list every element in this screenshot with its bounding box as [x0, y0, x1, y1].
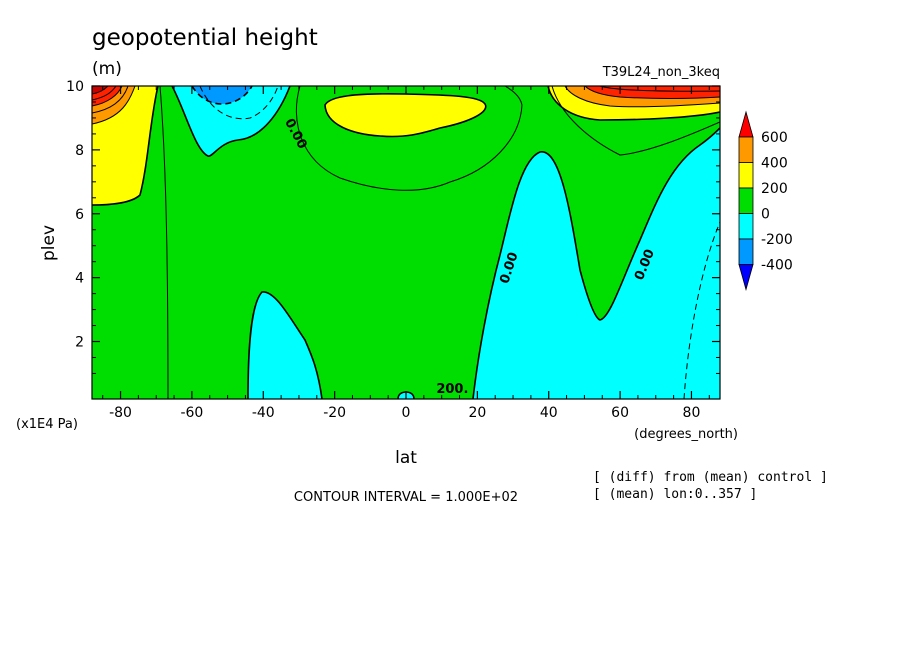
contour-line [92, 86, 109, 95]
run-label: T39L24_non_3keq [602, 65, 720, 80]
colorbar-label: -400 [761, 258, 793, 274]
contour-line [92, 86, 129, 114]
x-tick-label: 20 [468, 405, 486, 421]
y-axis-label: plev [39, 225, 59, 261]
colorbar-label: 600 [761, 130, 788, 146]
contour-line [171, 86, 291, 157]
colorbar-swatch [738, 213, 754, 240]
contour-line [324, 93, 487, 138]
colorbar-swatch [738, 238, 754, 265]
colorbar-bottom-arrow [738, 264, 754, 291]
note-mean: [ (mean) lon:0..357 ] [593, 487, 757, 502]
y-axis-units: (x1E4 Pa) [16, 417, 78, 432]
fill-center-yellow [325, 93, 486, 137]
x-tick-label: 60 [611, 405, 629, 421]
fill-right-cyan [473, 128, 720, 399]
fill-left-darkred [92, 86, 108, 94]
colorbar-label: 400 [761, 156, 788, 172]
fill-south-cyan [248, 291, 322, 399]
colorbar-label: -200 [761, 232, 793, 248]
contour-line [92, 86, 117, 101]
y-tick-label: 6 [75, 207, 84, 223]
fill-top-cyan [172, 86, 290, 157]
contour-line [584, 86, 720, 99]
colorbar-swatch [738, 136, 754, 163]
axis-ticks: -80 -60 -40 -20 0 20 40 60 80 2 4 6 8 10 [66, 79, 720, 421]
contour-field: 200.0.00 0.000.00 [92, 86, 720, 399]
colorbar-swatch [738, 187, 754, 214]
chart-units: (m) [92, 59, 122, 79]
contour-line [551, 86, 720, 156]
x-axis-label: lat [395, 448, 417, 468]
contour-lines [92, 86, 720, 399]
contour-line-zero [472, 127, 720, 399]
colorbar: 600 400 200 0 -200 -400 [738, 110, 793, 291]
contour-line-zero [247, 291, 323, 399]
contour-line [295, 86, 523, 191]
colorbar-swatch [738, 162, 754, 189]
y-tick-label: 4 [75, 271, 84, 287]
contour-line [599, 86, 720, 92]
x-tick-label: -20 [323, 405, 346, 421]
y-tick-label: 2 [75, 335, 84, 351]
x-axis-units: (degrees_north) [634, 427, 738, 442]
y-tick-label: 10 [66, 79, 84, 95]
x-tick-label: -80 [109, 405, 132, 421]
contour-label: 200. [436, 382, 468, 397]
note-diff: [ (diff) from (mean) control ] [593, 470, 828, 485]
contour-line [92, 86, 136, 125]
contour-line [547, 86, 720, 121]
colorbar-label: 200 [761, 181, 788, 197]
x-tick-label: 80 [683, 405, 701, 421]
chart-title: geopotential height [92, 25, 318, 51]
x-tick-label: 40 [540, 405, 558, 421]
contour-line-dashed [191, 86, 253, 105]
y-tick-label: 8 [75, 143, 84, 159]
colorbar-label: 0 [761, 207, 770, 223]
contour-line [564, 86, 720, 108]
x-tick-label: 0 [402, 405, 411, 421]
contour-line-dashed [683, 221, 720, 399]
contour-line [159, 86, 169, 399]
colorbar-top-arrow [738, 110, 754, 138]
contour-line-dashed [199, 86, 279, 120]
contour-line [92, 86, 159, 206]
x-tick-label: -40 [252, 405, 275, 421]
contour-interval-text: CONTOUR INTERVAL = 1.000E+02 [294, 490, 518, 505]
x-tick-label: -60 [180, 405, 203, 421]
